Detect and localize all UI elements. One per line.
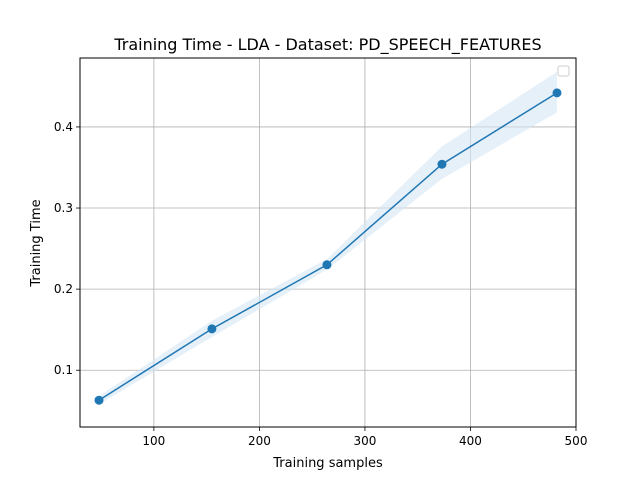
axis-ticks: 100 200 300 400 500 0.1 0.2 0.3 0.4 xyxy=(54,120,588,448)
data-point xyxy=(207,324,217,334)
y-tick-label: 0.2 xyxy=(54,282,73,296)
x-tick-label: 300 xyxy=(353,434,376,448)
y-tick-label: 0.4 xyxy=(54,120,73,134)
x-tick-label: 200 xyxy=(248,434,271,448)
x-tick-label: 500 xyxy=(565,434,588,448)
series-markers xyxy=(94,88,562,405)
data-point xyxy=(552,88,562,98)
confidence-band-area xyxy=(98,71,558,405)
x-tick-label: 400 xyxy=(459,434,482,448)
y-tick-label: 0.1 xyxy=(54,363,73,377)
data-point xyxy=(437,159,447,169)
chart-title: Training Time - LDA - Dataset: PD_SPEECH… xyxy=(113,35,541,55)
x-axis-label: Training samples xyxy=(272,456,383,471)
legend xyxy=(557,65,570,77)
data-point xyxy=(322,260,332,270)
plot-frame xyxy=(79,57,577,428)
y-axis-label: Training Time xyxy=(29,199,44,287)
x-tick-label: 100 xyxy=(142,434,165,448)
confidence-band xyxy=(98,71,558,405)
legend-box xyxy=(557,65,570,77)
y-tick-label: 0.3 xyxy=(54,201,73,215)
data-point xyxy=(94,395,104,405)
